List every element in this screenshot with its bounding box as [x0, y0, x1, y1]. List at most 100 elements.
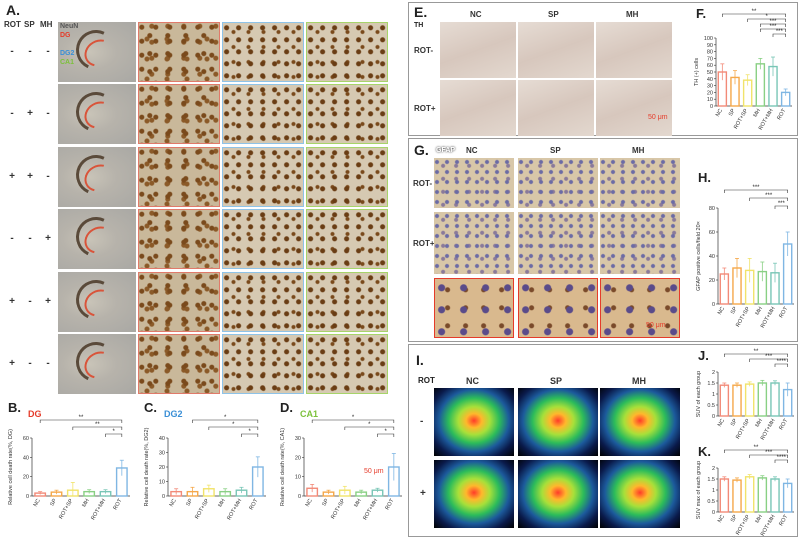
sig-label: *** — [752, 185, 760, 191]
hippocampus-row-2-col-3 — [222, 84, 304, 144]
bar-rot-mh — [770, 478, 780, 513]
x-tick-label: MH — [753, 108, 762, 118]
y-tick-label: 20 — [707, 90, 713, 96]
y-tick-label: 0.5 — [707, 499, 715, 505]
x-tick-label: ROT — [778, 513, 789, 527]
sig-label: *** — [776, 29, 784, 35]
sig-label: ** — [752, 9, 757, 15]
panel-i-row-header: ROT — [418, 376, 435, 385]
hippocampus-row-1-col-3 — [222, 22, 304, 82]
y-tick-label: 40 — [23, 455, 29, 461]
sig-label: ** — [754, 349, 759, 355]
y-tick-label: 1 — [712, 392, 715, 398]
panel-i-col-mh: MH — [632, 376, 646, 386]
y-tick-label: 70 — [707, 56, 713, 62]
gfap-tile-2-2 — [518, 212, 598, 274]
y-tick-label: 0 — [162, 494, 165, 500]
sig-label: * — [352, 415, 355, 421]
chart-c: C. DG2 0 10 20 30 40 Relative cell death rate(%… — [144, 400, 266, 521]
bar-mh — [755, 63, 766, 107]
sig-bracket — [747, 18, 786, 22]
y-axis-label: TH (+) cells — [694, 58, 700, 87]
bar-nc — [719, 478, 730, 513]
x-tick-label: ROT — [249, 497, 260, 511]
bar-rot-sp — [744, 383, 755, 417]
th-tile-1-2 — [518, 22, 594, 78]
x-tick-label: NC — [717, 514, 726, 524]
chart-f-label: F. — [696, 6, 706, 21]
hippocampus-row-6-col-3 — [222, 334, 304, 394]
y-tick-label: 0 — [712, 302, 715, 308]
row-4-rot-sign: - — [10, 233, 14, 244]
row-1-sp-sign: - — [28, 46, 32, 57]
hippocampus-row-6-col-4 — [306, 334, 388, 394]
sig-bracket — [774, 459, 788, 463]
sig-label: * — [384, 429, 387, 435]
chart-d-title: CA1 — [300, 409, 318, 419]
bar-rot-sp — [744, 476, 755, 513]
sig-label: *** — [778, 201, 786, 207]
panel-e-col-sp: SP — [548, 10, 559, 19]
sig-bracket — [724, 189, 788, 193]
hippocampus-row-2-col-4 — [306, 84, 388, 144]
row-5-sp-sign: - — [28, 296, 32, 307]
sig-bracket — [311, 419, 395, 423]
row-6-rot-sign: + — [9, 358, 15, 369]
x-tick-label: ROT — [778, 417, 789, 431]
th-tile-2-1 — [440, 80, 516, 136]
sig-bracket — [772, 33, 786, 37]
y-axis-label: Relative cell death rate(%, DG) — [8, 429, 14, 505]
header-rot: ROT — [4, 20, 21, 29]
y-tick-label: 60 — [23, 436, 29, 442]
x-tick-label: SP — [185, 498, 194, 508]
y-tick-label: 0 — [712, 414, 715, 420]
th-tile-2-2 — [518, 80, 594, 136]
bar-nc — [719, 384, 730, 417]
y-tick-label: 20 — [23, 475, 29, 481]
y-tick-label: 0 — [298, 494, 301, 500]
hippocampus-row-5-col-3 — [222, 272, 304, 332]
panel-g-row-1: ROT- — [413, 179, 433, 188]
panel-g-col-nc: NC — [466, 146, 478, 155]
hippocampus-row-6-col-2 — [138, 334, 220, 394]
sig-label: ** — [95, 422, 100, 428]
sig-label: *** — [769, 19, 777, 25]
sig-label: * — [224, 415, 227, 421]
hippocampus-row-5-col-1 — [58, 272, 136, 332]
pet-scan-2-2 — [518, 460, 598, 528]
sig-bracket — [749, 358, 788, 362]
hippocampus-row-4-col-2 — [138, 209, 220, 269]
pet-scan-1-3 — [600, 388, 680, 456]
hippocampus-row-3-col-3 — [222, 147, 304, 207]
header-sp: SP — [24, 20, 35, 29]
y-tick-label: 10 — [159, 480, 165, 486]
hippocampus-row-1-col-4 — [306, 22, 388, 82]
x-tick-label: ROT+MH — [226, 498, 243, 521]
hippocampus-row-2-col-2 — [138, 84, 220, 144]
gfap-tile-1-3 — [600, 158, 680, 208]
panel-a-scale: 50 μm — [364, 468, 384, 475]
panel-e-scale: 50 μm — [648, 114, 668, 121]
panel-i-row-2: + — [420, 488, 426, 499]
sig-label: *** — [765, 193, 773, 199]
sig-label: **** — [777, 359, 787, 365]
x-tick-label: ROT — [385, 497, 396, 511]
hippocampus-row-2-col-1 — [58, 84, 136, 144]
th-tile-1-1 — [440, 22, 516, 78]
y-axis-label: Relative cell death rate(%, CA1) — [280, 428, 286, 506]
sig-bracket — [377, 433, 395, 437]
chart-d: D. CA1 0 10 20 30 Relative cell death rate(%, … — [280, 400, 402, 521]
x-tick-label: NC — [717, 418, 726, 428]
hippocampus-row-5-col-4 — [306, 272, 388, 332]
panel-g-col-sp: SP — [550, 146, 561, 155]
x-tick-label: NC — [169, 498, 178, 508]
x-tick-label: ROT+MH — [90, 498, 107, 521]
panel-g-label: G. — [414, 142, 429, 158]
chart-j-label: J. — [698, 348, 709, 363]
row-5-mh-sign: + — [45, 296, 51, 307]
sig-bracket — [344, 426, 395, 430]
x-tick-label: ROT+SP — [194, 498, 210, 520]
row-2-rot-sign: - — [10, 108, 14, 119]
legend-dg2: DG2 — [60, 50, 75, 57]
row-3-rot-sign: + — [9, 171, 15, 182]
